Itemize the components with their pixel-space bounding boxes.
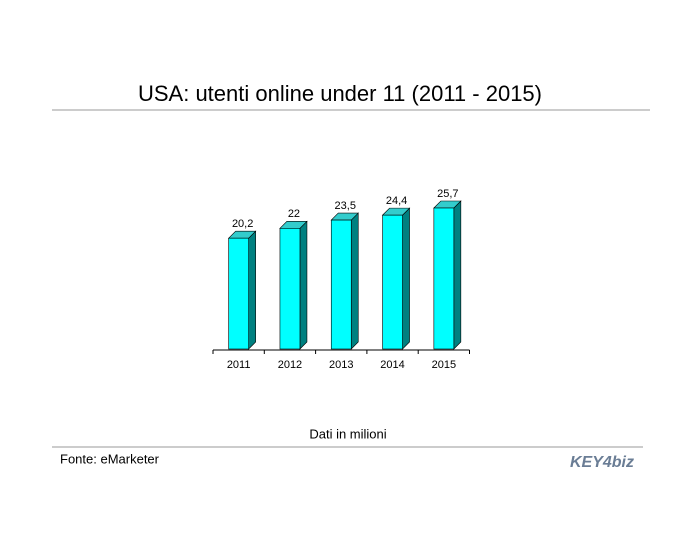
bar-front (330, 219, 352, 350)
bar (381, 207, 411, 350)
bar-front (228, 237, 249, 350)
bar (227, 230, 257, 350)
bar (330, 212, 359, 350)
x-tick-label: 2013 (329, 359, 353, 371)
x-tick-label: 2015 (432, 359, 456, 371)
bar-side (248, 230, 256, 350)
chart-title: USA: utenti online under 11 (2011 - 2015… (138, 81, 542, 106)
bar-front (382, 214, 403, 350)
bar (433, 200, 462, 350)
value-label: 24,4 (386, 195, 407, 207)
bar-side (402, 207, 410, 350)
bar-front (279, 227, 301, 350)
bar-side (350, 212, 359, 350)
bar-front (433, 207, 455, 350)
value-label: 20,2 (232, 218, 253, 230)
source: Fonte: eMarketer (60, 451, 160, 466)
plot-area: 2011 20,2 2012 22 2013 23,5 2014 24,4 2015 25,7 (212, 188, 470, 371)
bar (279, 220, 308, 350)
bar-side (453, 200, 462, 350)
value-label: 25,7 (437, 188, 458, 200)
logo: KEY4biz (570, 454, 634, 471)
x-tick-label: 2011 (227, 359, 251, 371)
value-label: 23,5 (335, 200, 356, 212)
x-tick-label: 2014 (380, 359, 404, 371)
unit-note: Dati in milioni (309, 426, 386, 441)
bar-side (299, 220, 308, 350)
value-label: 22 (288, 208, 300, 220)
x-tick-label: 2012 (278, 359, 302, 371)
